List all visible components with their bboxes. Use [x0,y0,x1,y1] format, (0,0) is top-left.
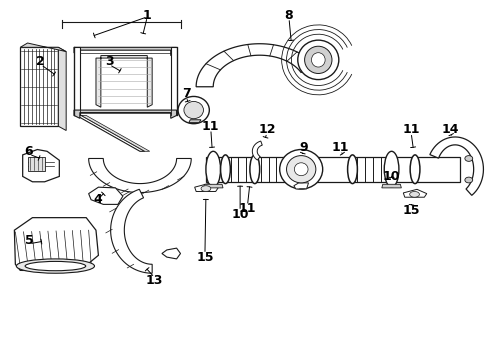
Polygon shape [96,55,152,107]
Ellipse shape [294,163,308,176]
Text: 6: 6 [24,145,33,158]
Polygon shape [20,43,66,51]
Polygon shape [196,44,316,87]
Polygon shape [189,120,201,123]
Polygon shape [162,248,180,259]
Polygon shape [76,116,145,151]
Text: 1: 1 [143,9,151,22]
Text: 11: 11 [402,123,420,136]
Polygon shape [171,47,176,116]
Text: 13: 13 [146,274,163,287]
Ellipse shape [298,40,339,80]
Ellipse shape [178,96,209,124]
Ellipse shape [305,46,332,73]
Text: 8: 8 [285,9,294,22]
Text: 12: 12 [258,123,276,136]
Polygon shape [252,141,262,160]
Ellipse shape [250,155,260,184]
Ellipse shape [16,259,95,273]
Polygon shape [27,157,45,171]
Text: 7: 7 [182,87,191,100]
Ellipse shape [184,102,203,119]
Polygon shape [89,187,123,204]
Polygon shape [403,189,427,197]
Text: 3: 3 [105,55,114,68]
Ellipse shape [410,155,420,184]
Ellipse shape [220,155,230,184]
Polygon shape [203,184,223,188]
Ellipse shape [410,192,419,197]
Ellipse shape [312,53,325,67]
Ellipse shape [384,151,399,187]
Polygon shape [81,116,150,151]
Polygon shape [58,47,66,131]
Polygon shape [206,157,460,182]
Ellipse shape [206,151,220,187]
Polygon shape [111,189,152,273]
Text: 10: 10 [383,170,400,183]
Ellipse shape [465,177,473,183]
Polygon shape [74,47,80,116]
Text: 10: 10 [231,208,249,221]
Polygon shape [195,184,218,192]
Text: 2: 2 [36,55,45,68]
Ellipse shape [287,156,316,183]
Polygon shape [23,149,59,182]
Polygon shape [294,183,309,189]
Text: 14: 14 [441,123,459,136]
Polygon shape [14,218,98,271]
Ellipse shape [25,261,86,271]
Ellipse shape [201,186,211,192]
Text: 15: 15 [196,251,214,264]
Text: 5: 5 [24,234,33,247]
Text: 15: 15 [402,204,420,217]
Polygon shape [20,47,58,126]
Ellipse shape [465,156,473,161]
Polygon shape [74,47,176,55]
Polygon shape [74,110,176,118]
Text: 11: 11 [332,141,349,154]
Text: 11: 11 [239,202,256,215]
Ellipse shape [347,155,357,184]
Text: 9: 9 [299,141,308,154]
Text: 4: 4 [93,193,102,206]
Text: 11: 11 [202,120,220,133]
Polygon shape [430,137,484,195]
Polygon shape [382,184,401,188]
Ellipse shape [280,149,323,189]
Polygon shape [89,158,191,193]
